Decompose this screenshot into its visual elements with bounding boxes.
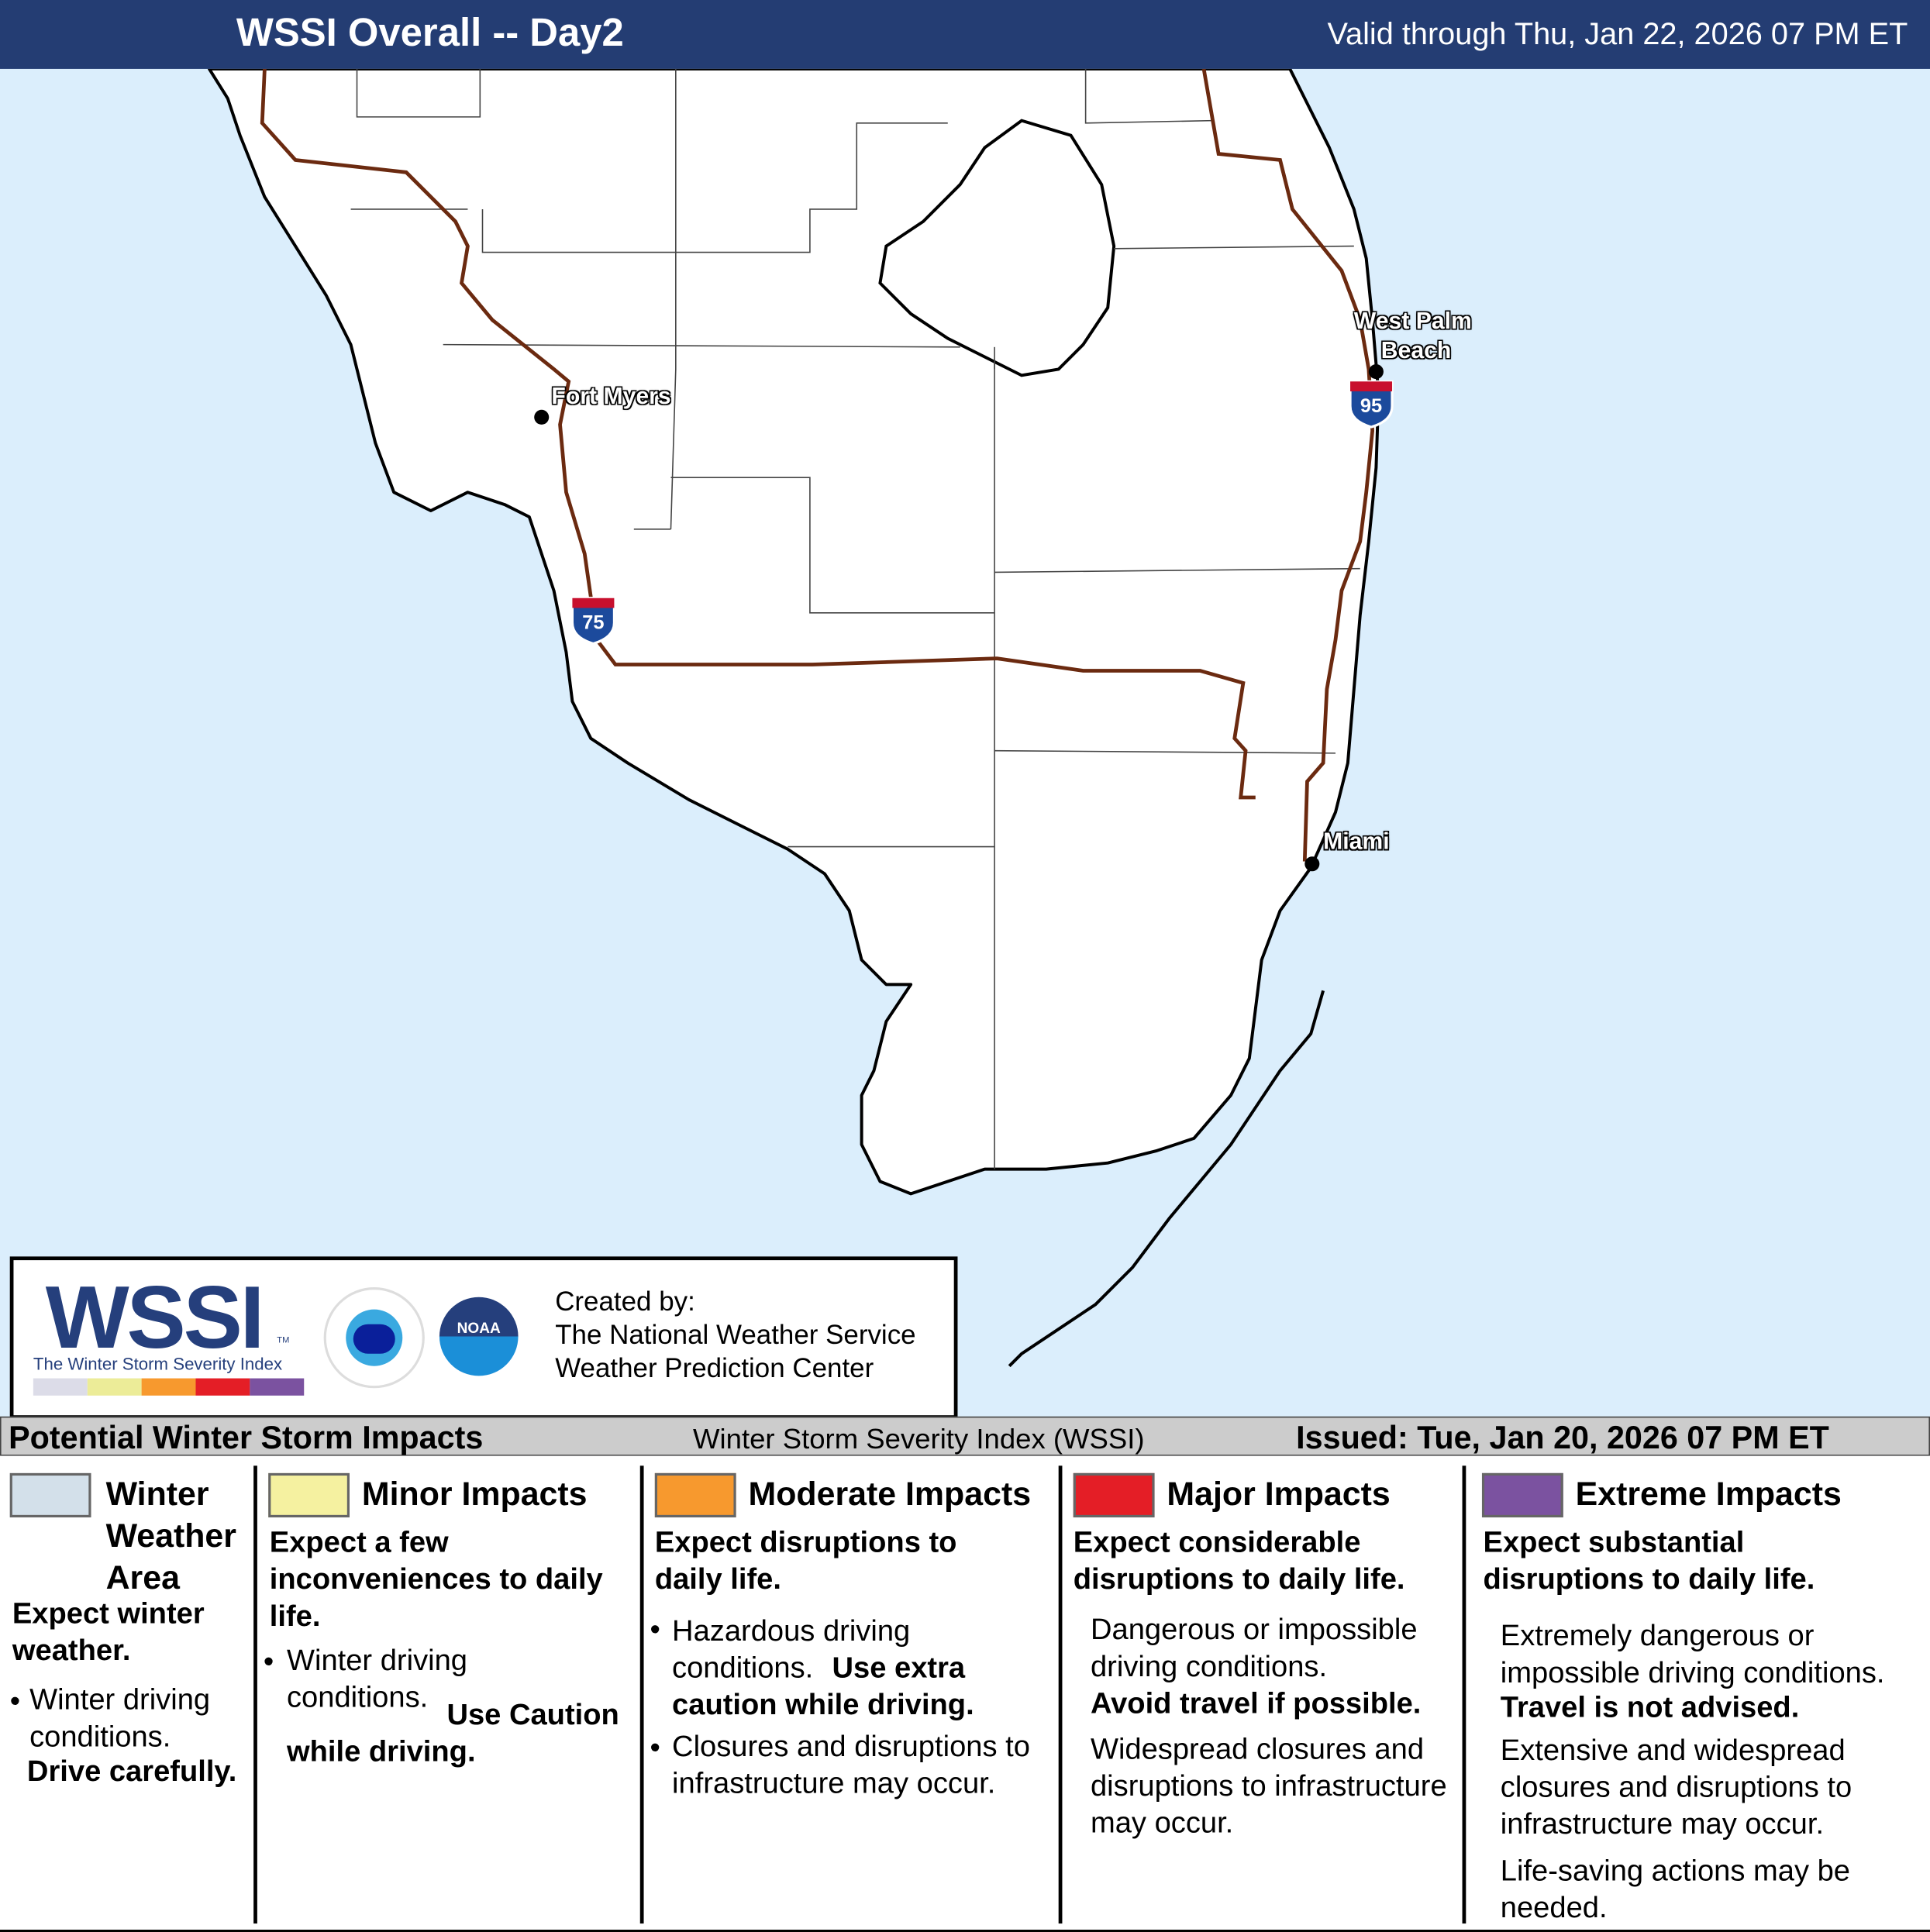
issued-time: Issued: Tue, Jan 20, 2026 07 PM ET	[1296, 1418, 1829, 1456]
keys-coastline	[1008, 990, 1325, 1368]
wssi-subtitle: The Winter Storm Severity Index	[33, 1353, 283, 1374]
impacts-strip: Potential Winter Storm Impacts Winter St…	[0, 1416, 1930, 1456]
miami-dot	[1304, 856, 1320, 872]
county-lines	[350, 68, 1360, 1169]
fort-myers-dot	[534, 409, 550, 425]
swatch-winter-weather	[9, 1472, 91, 1518]
interstate-75-shield: 75	[569, 596, 619, 646]
wssi-color-bar	[33, 1378, 305, 1396]
west-palm-beach-dot	[1368, 364, 1384, 380]
valid-time: Valid through Thu, Jan 22, 2026 07 PM ET	[1327, 17, 1908, 52]
interstate-95-shield: 95	[1346, 379, 1396, 429]
nws-logo	[323, 1287, 425, 1389]
city-label-west-palm-line1: West Palm	[1353, 308, 1472, 335]
legend-winter-weather-area: Winter Weather Area Expect winter weather.…	[0, 1456, 255, 1923]
interstate-roads	[260, 68, 1375, 862]
map-title: WSSI Overall -- Day2	[236, 9, 624, 54]
swatch-major	[1073, 1472, 1155, 1518]
header-bar: WSSI Overall -- Day2 Valid through Thu, …	[0, 0, 1930, 69]
wssi-logo-box: WSSI TM The Winter Storm Severity Index …	[9, 1256, 958, 1419]
credits: Created by: The National Weather Service…	[555, 1286, 916, 1383]
swatch-extreme	[1481, 1472, 1563, 1518]
legend-major: Major Impacts Expect considerable disrup…	[1063, 1456, 1463, 1923]
swatch-moderate	[654, 1472, 736, 1518]
i75-road	[260, 68, 1256, 800]
i95-road	[1201, 68, 1375, 862]
map-canvas[interactable]	[0, 68, 1930, 1418]
city-label-fort-myers: Fort Myers	[551, 384, 671, 410]
city-label-west-palm-line2: Beach	[1380, 338, 1452, 365]
wssi-name: Winter Storm Severity Index (WSSI)	[693, 1422, 1145, 1455]
noaa-logo: NOAA	[429, 1287, 529, 1386]
wssi-logo: WSSI	[45, 1269, 265, 1368]
florida-land	[207, 68, 1380, 1196]
impact-legend: Winter Weather Area Expect winter weather.…	[0, 1455, 1930, 1932]
lake-okeechobee	[878, 119, 1116, 377]
legend-minor: Minor Impacts Expect a few inconvenience…	[258, 1456, 639, 1923]
swatch-minor	[268, 1472, 350, 1518]
legend-moderate: Moderate Impacts Expect disruptions to d…	[645, 1456, 1059, 1923]
legend-extreme: Extreme Impacts Expect substantial disru…	[1467, 1456, 1928, 1925]
impacts-heading: Potential Winter Storm Impacts	[9, 1418, 484, 1456]
city-label-miami: Miami	[1323, 829, 1390, 856]
